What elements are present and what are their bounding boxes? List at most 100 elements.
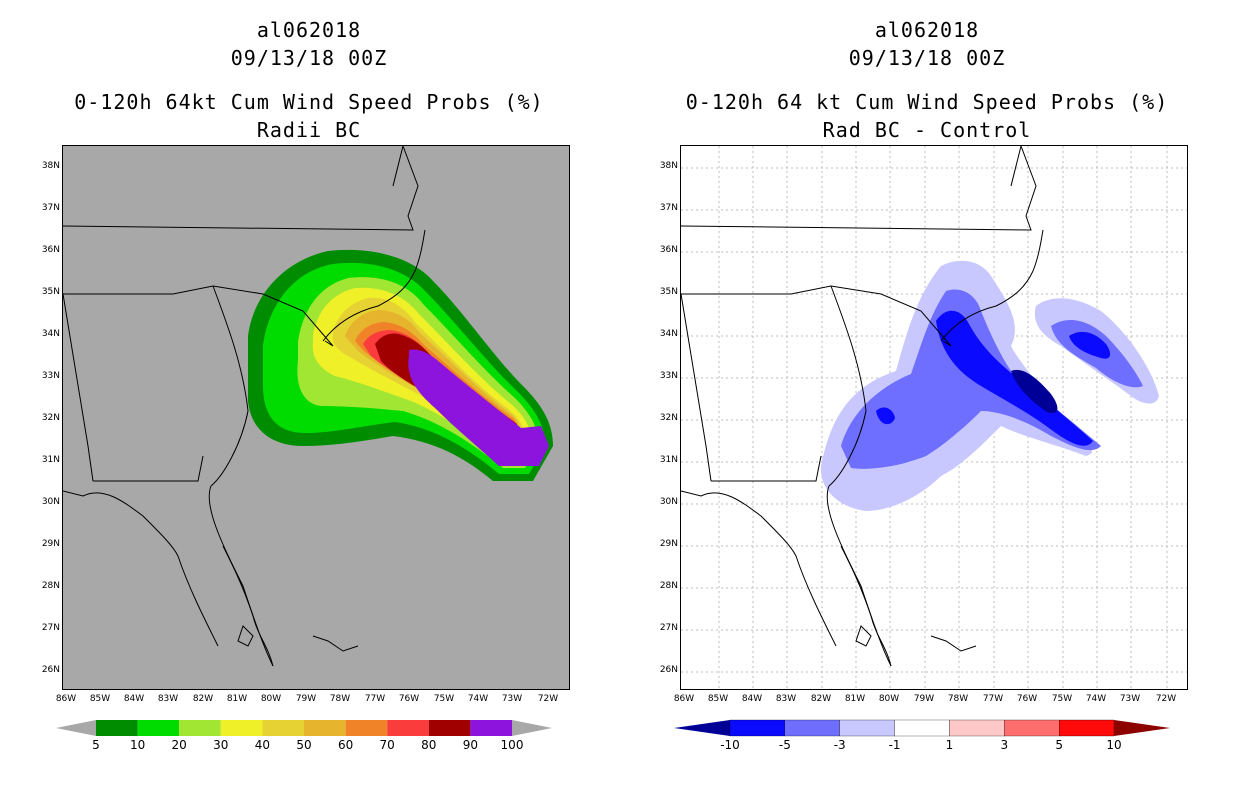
left-colorbar-label: 5 bbox=[92, 738, 100, 752]
right-gridlines bbox=[681, 146, 1187, 689]
lat-label-33n-r: 33N bbox=[659, 371, 678, 381]
lat-label-31n-r: 31N bbox=[659, 455, 678, 465]
left-title-subtitle: Radii BC bbox=[256, 118, 362, 142]
left-colorbar-label: 100 bbox=[500, 738, 524, 752]
lon-label-79w: 79W bbox=[295, 694, 317, 704]
right-panel: al062018 09/13/18 00Z 0-120h 64 kt Cum W… bbox=[618, 0, 1236, 800]
left-colorbar-box-4 bbox=[262, 720, 304, 736]
left-map-plot bbox=[63, 146, 553, 667]
right-colorbar-label: 3 bbox=[1000, 738, 1009, 752]
left-colorbar-box-5 bbox=[304, 720, 346, 736]
lon-label-86w-r: 86W bbox=[673, 694, 695, 704]
right-colorbar-box-2 bbox=[784, 719, 840, 737]
lon-label-76w: 76W bbox=[398, 694, 420, 704]
right-colorbar bbox=[674, 719, 1170, 737]
lat-label-29n: 29N bbox=[41, 539, 60, 549]
right-colorbar-label: -5 bbox=[778, 738, 791, 752]
lon-label-74w: 74W bbox=[467, 694, 489, 704]
lon-label-75w: 75W bbox=[433, 694, 455, 704]
right-colorbar-low-cap bbox=[674, 720, 730, 736]
lat-label-37n: 37N bbox=[41, 203, 60, 213]
lon-label-77w-r: 77W bbox=[982, 694, 1004, 704]
right-map-plot bbox=[681, 146, 1187, 689]
right-colorbar-label: -1 bbox=[888, 738, 901, 752]
right-colorbar-box-6 bbox=[1004, 719, 1060, 737]
left-colorbar-label: 10 bbox=[129, 738, 146, 752]
lon-label-72w: 72W bbox=[537, 694, 559, 704]
left-colorbar-label: 70 bbox=[379, 738, 395, 752]
right-title-date: 09/13/18 00Z bbox=[848, 46, 1006, 70]
left-colorbar-high-cap bbox=[512, 720, 552, 736]
lon-label-85w-r: 85W bbox=[707, 694, 729, 704]
lon-label-72w-r: 72W bbox=[1155, 694, 1177, 704]
lat-label-36n-r: 36N bbox=[659, 245, 678, 255]
right-colorbar-box-3 bbox=[839, 719, 895, 737]
lat-label-35n: 35N bbox=[41, 287, 60, 297]
lon-label-86w: 86W bbox=[55, 694, 77, 704]
lat-label-27n: 27N bbox=[41, 623, 60, 633]
lon-label-81w-r: 81W bbox=[844, 694, 866, 704]
left-colorbar-box-1 bbox=[137, 720, 180, 736]
left-colorbar-box-6 bbox=[345, 720, 388, 736]
lat-label-32n: 32N bbox=[41, 413, 60, 423]
right-coastline bbox=[681, 146, 1044, 667]
left-colorbar-label: 50 bbox=[296, 738, 312, 752]
lon-label-83w-r: 83W bbox=[775, 694, 797, 704]
right-colorbar-label: 1 bbox=[945, 738, 954, 752]
lon-label-77w: 77W bbox=[364, 694, 386, 704]
left-colorbar-label: 80 bbox=[421, 738, 437, 752]
lon-label-73w-r: 73W bbox=[1119, 694, 1141, 704]
left-colorbar-label: 20 bbox=[171, 738, 187, 752]
diff-contour-minus10 bbox=[1011, 369, 1058, 414]
right-colorbar-high-cap bbox=[1114, 720, 1170, 736]
lat-label-29n-r: 29N bbox=[659, 539, 678, 549]
lat-label-26n: 26N bbox=[41, 665, 60, 675]
lat-label-33n: 33N bbox=[41, 371, 60, 381]
lat-label-30n: 30N bbox=[41, 497, 60, 507]
lat-label-38n-r: 38N bbox=[659, 161, 678, 171]
lat-label-37n-r: 37N bbox=[659, 203, 678, 213]
left-colorbar-label: 30 bbox=[213, 738, 229, 752]
right-colorbar-box-1 bbox=[729, 719, 786, 737]
lon-label-80w-r: 80W bbox=[878, 694, 900, 704]
right-colorbar-box-7 bbox=[1058, 719, 1115, 737]
left-colorbar-label: 60 bbox=[337, 738, 354, 752]
right-colorbar-box-4 bbox=[894, 719, 950, 737]
lon-label-76w-r: 76W bbox=[1016, 694, 1038, 704]
lat-label-27n-r: 27N bbox=[659, 623, 678, 633]
lon-label-84w: 84W bbox=[123, 694, 145, 704]
lat-label-34n-r: 34N bbox=[659, 329, 678, 339]
lat-label-38n: 38N bbox=[41, 161, 60, 171]
lon-label-79w-r: 79W bbox=[913, 694, 935, 704]
lat-label-30n-r: 30N bbox=[659, 497, 678, 507]
left-colorbar-low-cap bbox=[56, 720, 96, 736]
right-colorbar-label: -3 bbox=[833, 738, 846, 752]
lat-label-26n-r: 26N bbox=[659, 665, 678, 675]
lat-label-35n-r: 35N bbox=[659, 287, 678, 297]
diff-contour-minus5-b bbox=[1069, 331, 1111, 359]
right-colorbar-label: 10 bbox=[1106, 738, 1122, 752]
lon-label-84w-r: 84W bbox=[741, 694, 763, 704]
diff-contour-minus5-c bbox=[876, 407, 895, 425]
lat-label-36n: 36N bbox=[41, 245, 60, 255]
right-title-subtitle: Rad BC - Control bbox=[822, 118, 1032, 142]
right-title-storm-id: al062018 bbox=[874, 18, 980, 42]
left-colorbar-box-7 bbox=[387, 720, 429, 736]
right-title-product: 0-120h 64 kt Cum Wind Speed Probs (%) bbox=[685, 90, 1169, 114]
left-colorbar-box-2 bbox=[179, 720, 221, 736]
lon-label-81w: 81W bbox=[226, 694, 248, 704]
lon-label-85w: 85W bbox=[89, 694, 111, 704]
right-colorbar-label: 5 bbox=[1055, 738, 1063, 752]
lat-label-31n: 31N bbox=[41, 455, 60, 465]
right-colorbar-label: -10 bbox=[720, 738, 740, 752]
left-colorbar-box-3 bbox=[220, 720, 263, 736]
lon-label-83w: 83W bbox=[157, 694, 179, 704]
left-panel: al062018 09/13/18 00Z 0-120h 64kt Cum Wi… bbox=[41, 18, 570, 752]
lon-label-82w: 82W bbox=[192, 694, 214, 704]
right-map-frame bbox=[680, 145, 1188, 690]
left-colorbar-label: 40 bbox=[254, 738, 271, 752]
left-colorbar-box-8 bbox=[428, 720, 471, 736]
lat-label-28n-r: 28N bbox=[659, 581, 678, 591]
left-title-date: 09/13/18 00Z bbox=[230, 46, 388, 70]
lat-label-28n: 28N bbox=[41, 581, 60, 591]
